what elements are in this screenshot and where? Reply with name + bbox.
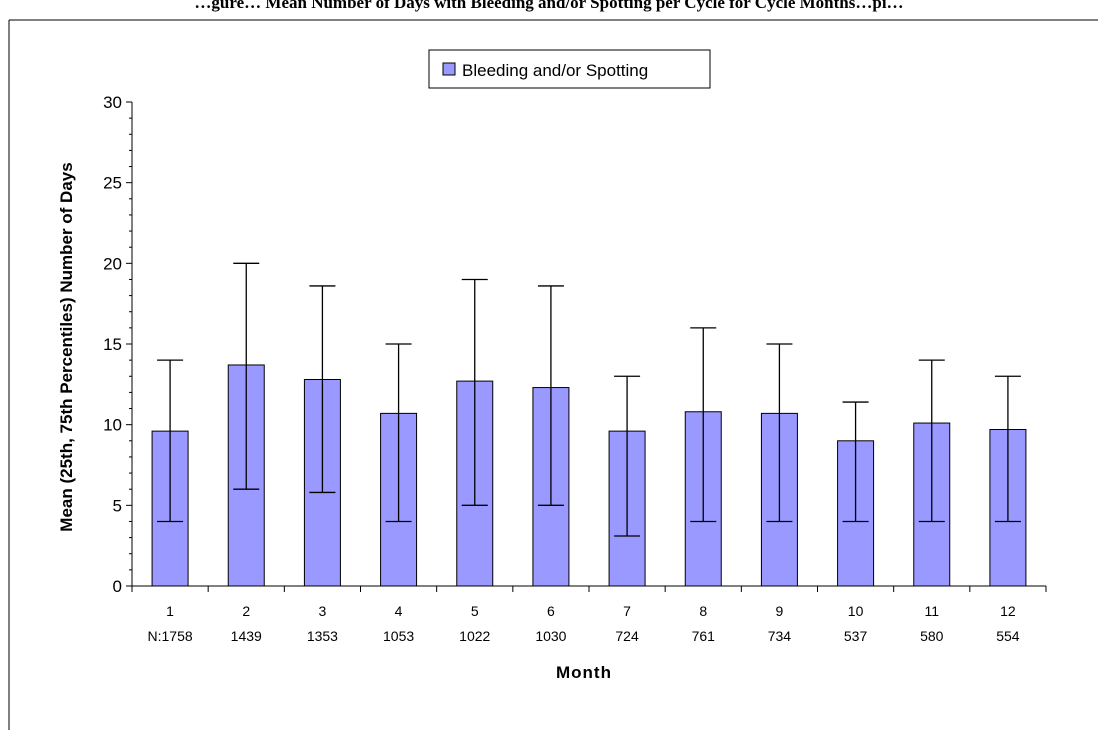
x-tick-label: 6: [547, 603, 555, 619]
x-sample-size-label: 1053: [383, 628, 414, 644]
x-tick-label: 4: [395, 603, 403, 619]
x-sample-size-label: 1030: [535, 628, 566, 644]
legend-box: [428, 49, 711, 89]
y-tick-label: 15: [103, 335, 122, 354]
y-tick-label: 30: [103, 93, 122, 112]
legend: Bleeding and/or Spotting: [428, 49, 711, 89]
legend-label: Bleeding and/or Spotting: [462, 61, 648, 80]
x-sample-size-label: N:1758: [148, 628, 193, 644]
x-tick-label: 9: [776, 603, 784, 619]
x-tick-label: 1: [166, 603, 174, 619]
x-sample-size-label: 724: [615, 628, 639, 644]
y-axis-title: Mean (25th, 75th Percentiles) Number of …: [57, 162, 76, 531]
x-tick-label: 7: [623, 603, 631, 619]
x-sample-size-label: 1439: [231, 628, 262, 644]
x-sample-size-label: 734: [768, 628, 792, 644]
legend-swatch: [442, 62, 456, 76]
x-sample-size-label: 537: [844, 628, 868, 644]
x-tick-label: 11: [924, 603, 939, 619]
y-tick-label: 5: [113, 496, 122, 515]
y-tick-label: 25: [103, 174, 122, 193]
figure-caption: …gure… Mean Number of Days with Bleeding…: [194, 0, 903, 12]
y-tick-label: 10: [103, 416, 122, 435]
y-tick-label: 0: [113, 577, 122, 596]
x-axis-title: Month: [556, 663, 612, 682]
x-tick-label: 12: [1000, 603, 1016, 619]
y-tick-label: 20: [103, 254, 122, 273]
x-sample-size-label: 554: [996, 628, 1020, 644]
x-tick-label: 10: [848, 603, 864, 619]
x-tick-label: 2: [242, 603, 250, 619]
x-sample-size-label: 1353: [307, 628, 338, 644]
x-tick-label: 8: [699, 603, 707, 619]
x-tick-label: 5: [471, 603, 479, 619]
x-tick-label: 3: [319, 603, 327, 619]
x-sample-size-label: 1022: [459, 628, 490, 644]
plot-area: 0 5 10 15 20 25 30 1 N:1758 2 1439 3 1353 4 1053 5 1022 6…: [103, 93, 1047, 644]
x-sample-size-label: 580: [920, 628, 944, 644]
x-sample-size-label: 761: [692, 628, 716, 644]
